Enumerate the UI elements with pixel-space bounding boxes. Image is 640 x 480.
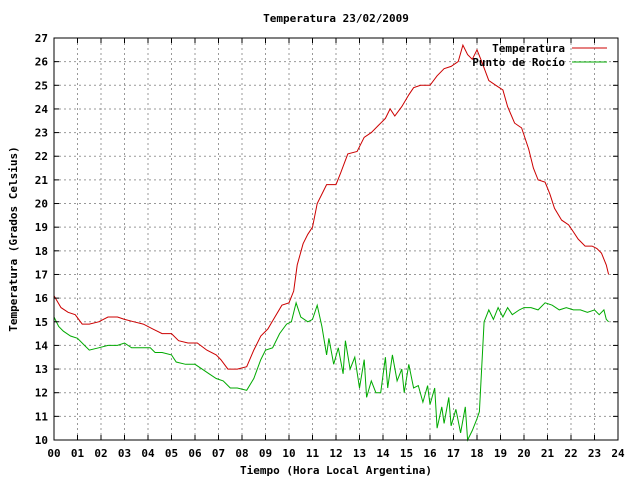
y-tick-label: 27 <box>35 32 48 45</box>
x-tick-label: 18 <box>470 447 483 460</box>
legend-label-punto-de-rocio: Punto de Rocío <box>472 56 565 69</box>
x-tick-label: 01 <box>71 447 85 460</box>
x-tick-label: 17 <box>447 447 460 460</box>
x-tick-label: 22 <box>564 447 577 460</box>
y-tick-label: 16 <box>35 292 49 305</box>
y-tick-label: 26 <box>35 56 49 69</box>
x-tick-label: 23 <box>588 447 601 460</box>
y-tick-label: 25 <box>35 79 48 92</box>
x-tick-label: 24 <box>611 447 625 460</box>
y-tick-label: 10 <box>35 434 48 447</box>
x-tick-label: 02 <box>94 447 107 460</box>
x-tick-label: 21 <box>541 447 555 460</box>
y-tick-label: 13 <box>35 363 48 376</box>
x-tick-label: 03 <box>118 447 131 460</box>
y-tick-label: 18 <box>35 245 48 258</box>
x-tick-label: 05 <box>165 447 178 460</box>
x-tick-label: 07 <box>212 447 225 460</box>
x-tick-label: 19 <box>494 447 507 460</box>
x-tick-label: 14 <box>376 447 390 460</box>
y-tick-label: 19 <box>35 221 48 234</box>
y-tick-label: 23 <box>35 127 48 140</box>
x-tick-label: 00 <box>47 447 60 460</box>
axis-ticks: 00 01 02 03 04 05 06 07 08 09 10 11 12 13 14 15 16 17 18 19… <box>35 32 625 460</box>
y-tick-label: 12 <box>35 387 48 400</box>
legend-label-temperatura: Temperatura <box>492 42 565 55</box>
y-tick-label: 22 <box>35 150 48 163</box>
y-tick-label: 20 <box>35 198 48 211</box>
chart-title: Temperatura 23/02/2009 <box>263 12 409 25</box>
series-line-temperatura <box>53 43 610 370</box>
x-tick-label: 10 <box>282 447 295 460</box>
x-tick-label: 20 <box>517 447 530 460</box>
series-line-punto-de-rocio <box>53 300 609 442</box>
x-tick-label: 13 <box>353 447 366 460</box>
y-tick-label: 17 <box>35 268 48 281</box>
x-tick-label: 08 <box>235 447 248 460</box>
y-tick-label: 15 <box>35 316 48 329</box>
series-lines <box>53 43 610 442</box>
x-axis-label: Tiempo (Hora Local Argentina) <box>240 464 432 477</box>
y-tick-label: 11 <box>35 410 49 423</box>
x-tick-label: 04 <box>141 447 155 460</box>
y-axis-label: Temperatura (Grados Celsius) <box>7 146 20 331</box>
x-tick-label: 06 <box>188 447 202 460</box>
x-tick-label: 15 <box>400 447 413 460</box>
x-tick-label: 11 <box>306 447 320 460</box>
y-tick-label: 14 <box>35 339 49 352</box>
x-tick-label: 09 <box>259 447 272 460</box>
grid-lines <box>54 38 618 440</box>
y-tick-label: 24 <box>35 103 49 116</box>
x-tick-label: 12 <box>329 447 342 460</box>
y-tick-label: 21 <box>35 174 49 187</box>
x-tick-label: 16 <box>423 447 437 460</box>
